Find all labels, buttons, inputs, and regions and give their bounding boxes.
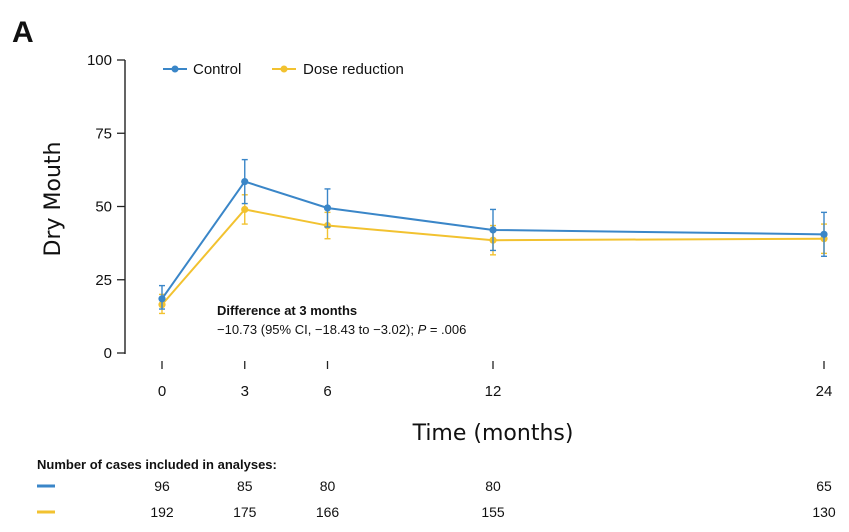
cases-value: 175	[233, 504, 257, 520]
annotation-text: −10.73 (95% CI, −18.43 to −3.02); P = .0…	[217, 322, 466, 337]
annotation: Difference at 3 months −10.73 (95% CI, −…	[217, 303, 466, 337]
series-control	[158, 158, 828, 310]
cases-value: 192	[150, 504, 174, 520]
legend-item-control: Control	[163, 61, 241, 78]
y-axis-title: Dry Mouth	[41, 142, 66, 257]
y-tick-label: 0	[104, 345, 112, 362]
data-point-control	[489, 226, 497, 234]
x-tick-label: 24	[816, 383, 833, 400]
legend-label-dose-reduction: Dose reduction	[303, 61, 404, 78]
legend-item-dose-reduction: Dose reduction	[272, 61, 404, 78]
cases-row-control: 96 85 80 80 65	[37, 478, 832, 494]
legend-marker-control	[171, 65, 179, 73]
cases-value: 96	[154, 478, 170, 494]
annotation-p-value: = .006	[426, 322, 466, 337]
cases-row-dose-reduction: 192 175 166 155 130	[37, 504, 836, 520]
x-tick-label: 3	[241, 383, 249, 400]
x-tick-label: 6	[323, 383, 331, 400]
x-axis-title: Time (months)	[412, 421, 574, 446]
cases-value: 166	[316, 504, 340, 520]
cases-value: 80	[320, 478, 336, 494]
data-point-dose-reduction	[241, 205, 249, 214]
data-point-control	[158, 295, 166, 303]
annotation-title: Difference at 3 months	[217, 303, 357, 318]
cases-value: 130	[812, 504, 836, 520]
annotation-p-symbol: P	[418, 322, 427, 337]
cases-table-title: Number of cases included in analyses:	[37, 457, 277, 472]
panel-label: A	[12, 16, 34, 49]
x-tick-label: 0	[158, 383, 166, 400]
cases-value: 65	[816, 478, 832, 494]
x-tick-label: 12	[485, 383, 502, 400]
x-axis: 0 3 6 12 24	[158, 361, 833, 400]
annotation-ci: −10.73 (95% CI, −18.43 to −3.02);	[217, 322, 418, 337]
legend: Control Dose reduction	[163, 61, 404, 78]
cases-value: 155	[481, 504, 505, 520]
y-tick-label: 25	[95, 272, 112, 289]
legend-marker-dose-reduction	[280, 65, 288, 73]
cases-value: 80	[485, 478, 501, 494]
cases-value: 85	[237, 478, 253, 494]
data-point-control	[323, 204, 332, 212]
y-tick-label: 100	[87, 52, 112, 69]
series-layer	[158, 158, 828, 315]
y-axis: 0 25 50 75 100	[87, 52, 126, 362]
data-point-control	[820, 230, 828, 238]
y-tick-label: 75	[95, 125, 112, 142]
data-point-control	[241, 177, 249, 186]
y-tick-label: 50	[95, 199, 112, 216]
cases-table: Number of cases included in analyses: 96…	[37, 457, 836, 520]
legend-label-control: Control	[193, 61, 241, 78]
